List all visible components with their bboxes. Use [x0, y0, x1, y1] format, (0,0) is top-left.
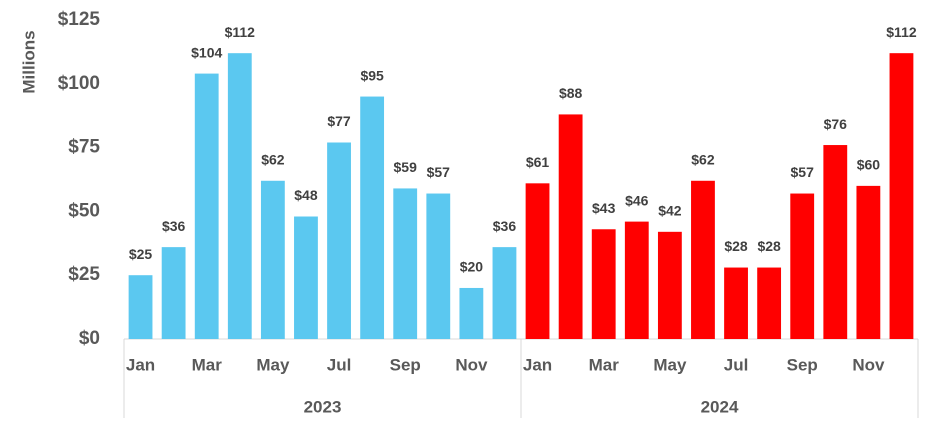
data-label: $104	[191, 44, 222, 60]
group-label: 2023	[304, 397, 342, 416]
data-label: $59	[394, 159, 418, 175]
x-tick-label: Mar	[192, 355, 223, 374]
x-tick-label: Nov	[455, 355, 488, 374]
data-label: $28	[757, 238, 781, 254]
data-label: $112	[225, 24, 256, 40]
x-tick-label: May	[653, 355, 687, 374]
bar	[724, 267, 748, 339]
data-label: $62	[261, 151, 285, 167]
bar	[856, 185, 881, 339]
data-label: $95	[360, 67, 384, 83]
bar	[393, 188, 418, 339]
bar	[327, 142, 351, 339]
bar	[525, 183, 550, 339]
data-label: $57	[427, 164, 451, 180]
data-label: $20	[460, 259, 484, 275]
data-label: $25	[129, 246, 153, 262]
bar	[128, 275, 153, 339]
y-tick-label: $75	[68, 137, 100, 158]
bar	[161, 247, 186, 339]
data-label: $61	[526, 154, 550, 170]
y-tick-label: $50	[68, 200, 100, 221]
bar	[194, 73, 219, 339]
bar	[294, 216, 318, 339]
group-label: 2024	[701, 397, 739, 416]
data-label: $62	[691, 151, 715, 167]
bar	[260, 180, 285, 339]
bar	[426, 193, 451, 339]
data-label: $77	[327, 113, 351, 129]
data-label: $46	[625, 192, 649, 208]
bar	[691, 180, 715, 339]
data-label: $60	[857, 157, 881, 173]
bar	[591, 229, 616, 339]
y-tick-label: $125	[58, 9, 101, 30]
data-label: $28	[724, 238, 748, 254]
bar	[790, 193, 815, 339]
bar	[757, 267, 782, 339]
data-label: $57	[791, 164, 815, 180]
x-tick-label: Jul	[327, 355, 352, 374]
bar	[657, 231, 682, 339]
data-label: $42	[658, 203, 682, 219]
bar	[459, 287, 484, 339]
x-tick-label: May	[256, 355, 290, 374]
x-tick-label: Mar	[589, 355, 620, 374]
data-label: $48	[294, 187, 318, 203]
x-tick-label: Nov	[852, 355, 885, 374]
data-label: $36	[493, 218, 517, 234]
data-label: $43	[592, 200, 616, 216]
x-tick-label: Sep	[390, 355, 421, 374]
data-label: $88	[559, 85, 583, 101]
data-label: $112	[886, 24, 917, 40]
y-tick-label: $100	[58, 73, 100, 94]
x-tick-label: Jan	[523, 355, 552, 374]
x-tick-label: Jul	[724, 355, 749, 374]
y-tick-label: $0	[79, 328, 100, 349]
x-tick-label: Jan	[126, 355, 155, 374]
bar	[624, 221, 649, 339]
bar	[227, 53, 252, 340]
data-label: $36	[162, 218, 186, 234]
y-axis-label: Millions	[19, 30, 38, 93]
bar	[360, 96, 385, 339]
bar	[558, 114, 583, 339]
bar	[823, 145, 848, 339]
y-tick-label: $25	[68, 264, 100, 285]
bar	[889, 53, 914, 340]
x-tick-label: Sep	[787, 355, 818, 374]
bar	[492, 247, 517, 339]
data-label: $76	[824, 116, 848, 132]
